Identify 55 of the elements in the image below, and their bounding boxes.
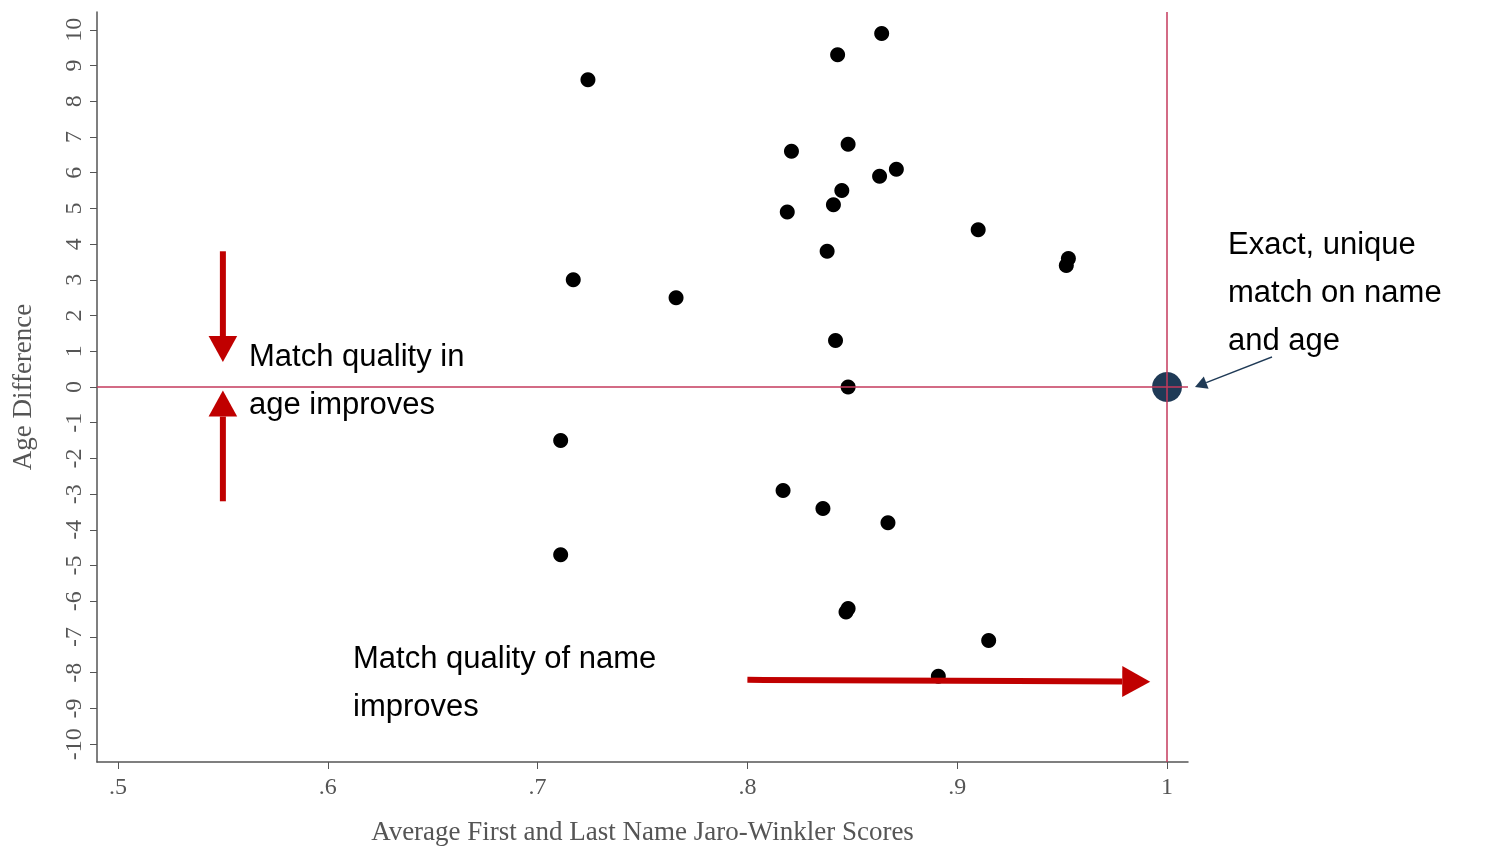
point	[815, 500, 831, 516]
point	[970, 222, 986, 238]
y-tick-label: -5	[60, 555, 86, 576]
y-tick-label: 10	[60, 17, 86, 42]
point	[553, 547, 569, 563]
y-axis-title: Age Difference	[6, 303, 37, 471]
point	[580, 72, 596, 88]
point	[775, 483, 791, 499]
y-tick-label: -1	[60, 412, 86, 433]
y-tick-label: -7	[60, 627, 86, 647]
x-tick-label: .5	[108, 773, 127, 799]
y-tick-label: 1	[60, 345, 86, 358]
annotation: Match quality of name improves	[353, 639, 658, 725]
y-tick-label: -6	[60, 591, 86, 612]
point	[880, 515, 896, 531]
point	[838, 604, 854, 620]
x-tick-label: 1	[1161, 773, 1174, 799]
y-tick-label: -2	[60, 448, 86, 469]
y-tick-label: 4	[60, 238, 86, 251]
annotation: Exact, unique match on name and age	[1228, 225, 1443, 359]
y-tick-label: -10	[60, 728, 86, 761]
x-axis-title: Average First and Last Name Jaro-Winkler Scores	[371, 815, 914, 846]
x-tick-label: .6	[318, 773, 337, 799]
y-tick-label: 7	[60, 131, 86, 143]
point	[830, 47, 846, 63]
y-tick-label: 6	[60, 166, 86, 179]
y-tick-label: -4	[60, 519, 86, 540]
y-tick-label: -3	[60, 484, 86, 505]
point	[888, 161, 904, 177]
y-tick-label: -8	[60, 662, 86, 683]
point	[840, 136, 856, 152]
point	[1058, 258, 1074, 274]
point	[825, 197, 841, 213]
point	[834, 183, 850, 199]
x-tick-label: .9	[948, 773, 967, 799]
y-tick-label: -9	[60, 698, 86, 719]
y-tick-label: 3	[60, 273, 86, 286]
y-tick-label: 8	[60, 95, 86, 108]
y-tick-label: 9	[60, 59, 86, 72]
x-tick-label: .7	[528, 773, 547, 799]
point	[565, 272, 581, 288]
point	[874, 25, 890, 41]
point	[981, 633, 997, 649]
point	[668, 290, 684, 306]
point	[872, 168, 888, 184]
y-tick-label: 0	[60, 381, 86, 393]
point	[783, 143, 799, 159]
x-tick-label: .8	[738, 773, 757, 799]
y-tick-label: 5	[60, 202, 86, 215]
y-tick-label: 2	[60, 309, 86, 322]
point	[779, 204, 795, 220]
point	[819, 243, 835, 259]
point	[828, 333, 844, 349]
annotation: Match quality in age improves	[249, 337, 466, 423]
point	[553, 433, 569, 449]
